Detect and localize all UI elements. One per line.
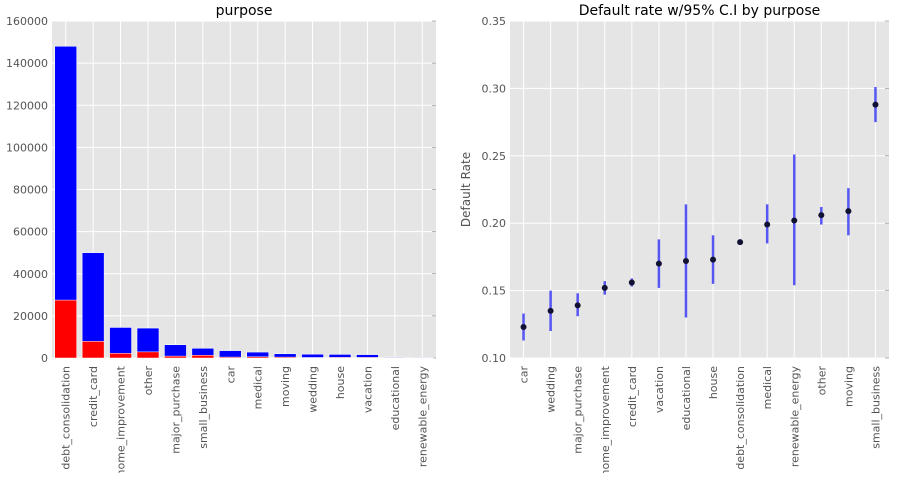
x-tick-label: credit_card	[626, 366, 639, 427]
x-tick-label: other	[142, 366, 155, 396]
x-tick-label: car	[224, 366, 237, 384]
x-tick-label: educational	[680, 366, 693, 430]
purpose-bar-chart: 0 20000 40000 60000 80000 100000 120000 140000 1…	[6, 3, 436, 473]
y-tick-label: 0.15	[482, 285, 507, 298]
x-tick-label: moving	[279, 366, 292, 407]
data-point	[737, 239, 743, 245]
y-tick-label: 120000	[6, 99, 48, 112]
x-tick-label: home_improvement	[115, 365, 128, 473]
x-tick-label: other	[815, 366, 828, 396]
y-tick-label: 40000	[13, 268, 48, 281]
x-tick-label: house	[707, 366, 720, 399]
bar-default	[302, 357, 324, 358]
data-point	[764, 222, 770, 228]
y-tick-label: 0.20	[482, 217, 507, 230]
x-tick-label: wedding	[307, 366, 320, 413]
x-tick-label: credit_card	[87, 366, 100, 427]
x-tick-label: debt_consolidation	[734, 366, 747, 470]
y-tick-label: 0.30	[482, 82, 507, 95]
bar-default	[82, 341, 104, 358]
x-tick-label: home_improvement	[599, 365, 612, 473]
data-point	[845, 208, 851, 214]
bar-default	[137, 352, 159, 358]
data-point	[629, 280, 635, 286]
bar-default	[55, 300, 77, 358]
y-tick-label: 100000	[6, 141, 48, 154]
x-tick-label: moving	[842, 366, 855, 407]
bar-default	[356, 357, 378, 358]
y-tick-label: 0	[41, 352, 48, 365]
data-point	[548, 308, 554, 314]
y-tick-label: 0.25	[482, 150, 507, 163]
data-point	[521, 324, 527, 330]
y-tick-label: 0.10	[482, 352, 507, 365]
y-tick-label: 20000	[13, 310, 48, 323]
bar-default	[329, 357, 351, 358]
bar-default	[274, 357, 296, 358]
y-tick-label: 140000	[6, 57, 48, 70]
x-tick-label: medical	[761, 366, 774, 409]
x-tick-label: educational	[389, 366, 402, 430]
x-tick-label: medical	[252, 366, 265, 409]
x-tick-label: renewable_energy	[788, 366, 801, 468]
data-point	[656, 261, 662, 267]
data-point	[872, 102, 878, 108]
x-tick-label: debt_consolidation	[60, 366, 73, 470]
default-rate-ci-chart: 0.10 0.15 0.20 0.25 0.30 0.35 car wedding major_…	[459, 3, 889, 473]
x-tick-label: car	[518, 366, 531, 384]
x-tick-label: vacation	[653, 366, 666, 413]
x-tick-label: major_purchase	[572, 366, 585, 454]
y-tick-label: 60000	[13, 226, 48, 239]
x-tick-label: renewable_energy	[416, 366, 429, 468]
data-point	[818, 212, 824, 218]
data-point	[602, 285, 608, 291]
x-tick-label: major_purchase	[169, 366, 182, 454]
bar-default	[192, 355, 214, 358]
data-point	[710, 257, 716, 263]
bar-default	[219, 357, 241, 358]
x-tick-label: vacation	[361, 366, 374, 413]
x-tick-label: wedding	[545, 366, 558, 413]
bar-default	[164, 356, 186, 358]
chart-title: Default rate w/95% C.I by purpose	[579, 3, 821, 19]
data-point	[791, 218, 797, 224]
y-axis-label: Default Rate	[459, 152, 473, 227]
plot-area	[510, 21, 889, 358]
data-point	[575, 302, 581, 308]
bar-default	[247, 357, 269, 358]
x-tick-label: small_business	[197, 366, 210, 449]
chart-title: purpose	[216, 3, 273, 19]
y-tick-label: 160000	[6, 15, 48, 28]
y-tick-label: 0.35	[482, 15, 507, 28]
bar-default	[110, 353, 132, 358]
y-tick-label: 80000	[13, 184, 48, 197]
x-tick-label: house	[334, 366, 347, 399]
data-point	[683, 258, 689, 264]
x-tick-label: small_business	[869, 366, 882, 449]
